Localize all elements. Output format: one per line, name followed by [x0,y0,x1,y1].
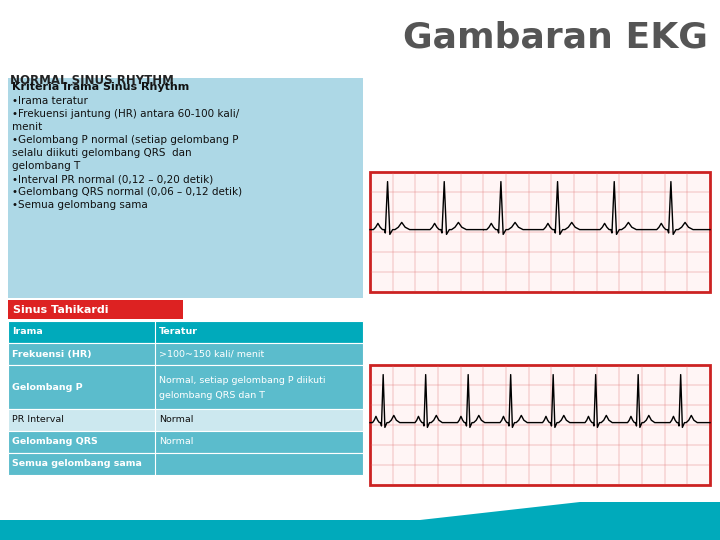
Text: •Gelombang QRS normal (0,06 – 0,12 detik): •Gelombang QRS normal (0,06 – 0,12 detik… [12,187,242,197]
FancyBboxPatch shape [8,453,363,475]
Text: Gelombang P: Gelombang P [12,382,83,392]
Text: gelombang QRS dan T: gelombang QRS dan T [159,392,265,400]
FancyBboxPatch shape [8,343,363,365]
Text: Frekuensi (HR): Frekuensi (HR) [12,349,91,359]
FancyBboxPatch shape [8,321,363,343]
Text: Irama: Irama [12,327,42,336]
Text: •Irama teratur: •Irama teratur [12,96,88,106]
Text: •Frekuensi jantung (HR) antara 60-100 kali/: •Frekuensi jantung (HR) antara 60-100 ka… [12,109,239,119]
Text: NORMAL SINUS RHYTHM: NORMAL SINUS RHYTHM [10,74,174,87]
Text: •Gelombang P normal (setiap gelombang P: •Gelombang P normal (setiap gelombang P [12,135,238,145]
FancyBboxPatch shape [370,172,710,292]
FancyBboxPatch shape [370,365,710,485]
FancyBboxPatch shape [8,78,363,298]
Text: Normal: Normal [159,415,194,424]
Text: Normal, setiap gelombang P diikuti: Normal, setiap gelombang P diikuti [159,376,325,385]
Text: PR Interval: PR Interval [12,415,64,424]
Text: Sinus Tahikardi: Sinus Tahikardi [13,305,109,315]
Text: menit: menit [12,122,42,132]
Text: Gelombang QRS: Gelombang QRS [12,437,98,447]
FancyBboxPatch shape [8,409,363,431]
Text: •Interval PR normal (0,12 – 0,20 detik): •Interval PR normal (0,12 – 0,20 detik) [12,174,213,184]
Text: Normal: Normal [159,437,194,447]
Text: Semua gelombang sama: Semua gelombang sama [12,460,142,469]
Text: selalu diikuti gelombang QRS  dan: selalu diikuti gelombang QRS dan [12,148,192,158]
FancyBboxPatch shape [8,300,183,319]
Text: Kriteria Irama Sinus Rhythm: Kriteria Irama Sinus Rhythm [12,82,189,92]
Text: gelombang T: gelombang T [12,161,80,171]
Text: •Semua gelombang sama: •Semua gelombang sama [12,200,148,210]
Text: Gambaran EKG: Gambaran EKG [403,20,708,54]
Text: >100~150 kali/ menit: >100~150 kali/ menit [159,349,264,359]
FancyBboxPatch shape [8,365,363,409]
FancyBboxPatch shape [8,431,363,453]
Text: Teratur: Teratur [159,327,198,336]
Polygon shape [0,502,720,540]
